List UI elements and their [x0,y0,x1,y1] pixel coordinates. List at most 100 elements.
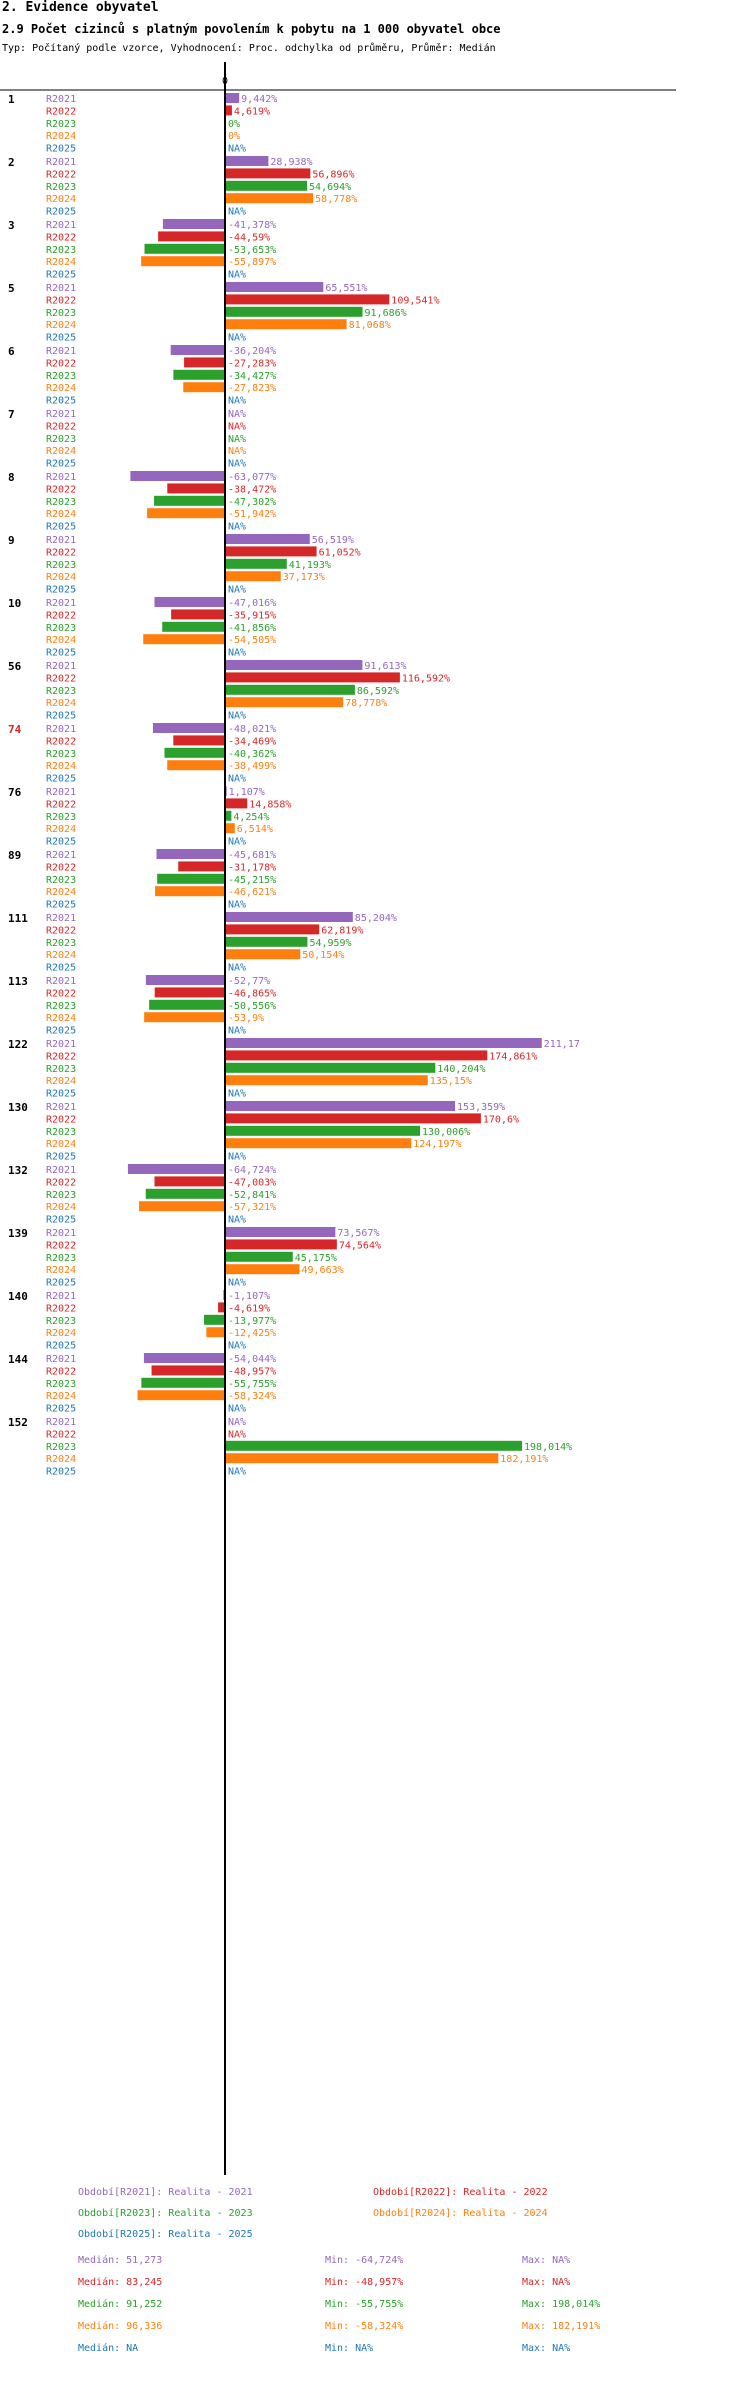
data-label: 62,819% [321,925,363,936]
data-label: 91,613% [364,661,406,672]
group-label: 144 [8,1353,28,1366]
series-label: R2023 [46,1127,76,1138]
series-label: R2022 [46,862,76,873]
group-label: 1 [8,93,15,106]
data-label: 109,541% [391,295,439,306]
legend-period-item: Období[R2025]: Realita - 2025 [78,2229,253,2240]
series-label: R2025 [46,648,76,659]
data-label: NA% [228,900,246,911]
bar [225,156,269,166]
bar [225,306,363,317]
series-label: R2023 [46,560,76,571]
data-label: 135,15% [430,1076,472,1087]
bar [225,1050,488,1061]
data-label: NA% [228,963,246,974]
series-label: R2025 [46,1026,76,1037]
bar [155,886,225,897]
data-label: NA% [228,837,246,848]
data-label: 81,068% [349,320,391,331]
data-label: NA% [228,1278,246,1289]
group-label: 10 [8,597,21,610]
series-label: R2022 [46,547,76,558]
data-label: -38,499% [228,761,276,772]
series-label: R2025 [46,207,76,218]
series-label: R2024 [46,1454,76,1465]
series-label: R2025 [46,900,76,911]
series-label: R2022 [46,484,76,495]
legend-max: Max: NA% [522,2343,571,2354]
series-label: R2025 [46,1341,76,1352]
series-label: R2022 [46,1051,76,1062]
series-label: R2023 [46,812,76,823]
legend-median: Medián: 83,245 [78,2277,163,2288]
data-label: NA% [228,585,246,596]
bar [225,1251,293,1262]
bar [225,936,308,947]
bar [141,256,225,267]
series-label: R2021 [46,1102,76,1113]
bar [225,1239,337,1250]
bar [143,634,225,645]
data-label: 91,686% [365,308,407,319]
series-label: R2023 [46,308,76,319]
series-label: R2022 [46,1366,76,1377]
data-label: 54,959% [309,938,351,949]
series-label: R2023 [46,1253,76,1264]
series-label: R2025 [46,459,76,470]
bar [156,849,225,859]
data-label: 61,052% [319,547,361,558]
bar [225,1227,336,1237]
series-label: R2024 [46,509,76,520]
bar [225,924,320,935]
bar [144,243,225,254]
group-label: 9 [8,534,15,547]
data-label: NA% [228,1152,246,1163]
bar [225,660,363,670]
data-label: -54,044% [228,1354,276,1365]
legend-max: Max: 182,191% [522,2321,601,2332]
series-label: R2021 [46,346,76,357]
bar [225,1113,481,1124]
data-label: NA% [228,1467,246,1478]
series-label: R2021 [46,787,76,798]
series-label: R2024 [46,1391,76,1402]
series-label: R2021 [46,94,76,105]
series-label: R2021 [46,976,76,987]
data-label: 37,173% [283,572,325,583]
data-label: 28,938% [270,157,312,168]
bar [173,735,225,746]
legend-period-item: Období[R2022]: Realita - 2022 [373,2187,548,2198]
series-label: R2024 [46,635,76,646]
data-label: -63,077% [228,472,276,483]
bar [225,534,310,544]
data-label: 65,551% [325,283,367,294]
legend-median: Medián: 91,252 [78,2299,163,2310]
bar [164,747,225,758]
group-label: 56 [8,660,22,673]
legend-max: Max: NA% [522,2277,571,2288]
bar [154,597,225,607]
group-label: 2 [8,156,15,169]
series-label: R2025 [46,711,76,722]
data-label: -31,178% [228,862,276,873]
data-label: 50,154% [302,950,344,961]
bar [225,1264,300,1275]
series-label: R2024 [46,572,76,583]
data-label: -41,378% [228,220,276,231]
data-label: NA% [228,434,246,445]
data-label: -46,621% [228,887,276,898]
data-label: -52,77% [228,976,270,987]
bar [154,987,225,998]
bar [225,1453,499,1464]
data-label: NA% [228,1417,246,1428]
legend-max: Max: 198,014% [522,2299,601,2310]
bar [145,1188,225,1199]
series-label: R2023 [46,686,76,697]
group-label: 113 [8,975,28,988]
group-label: 76 [8,786,22,799]
bar [225,684,355,695]
series-label: R2024 [46,257,76,268]
series-label: R2022 [46,736,76,747]
data-label: 198,014% [524,1442,572,1453]
data-label: -44,59% [228,232,270,243]
